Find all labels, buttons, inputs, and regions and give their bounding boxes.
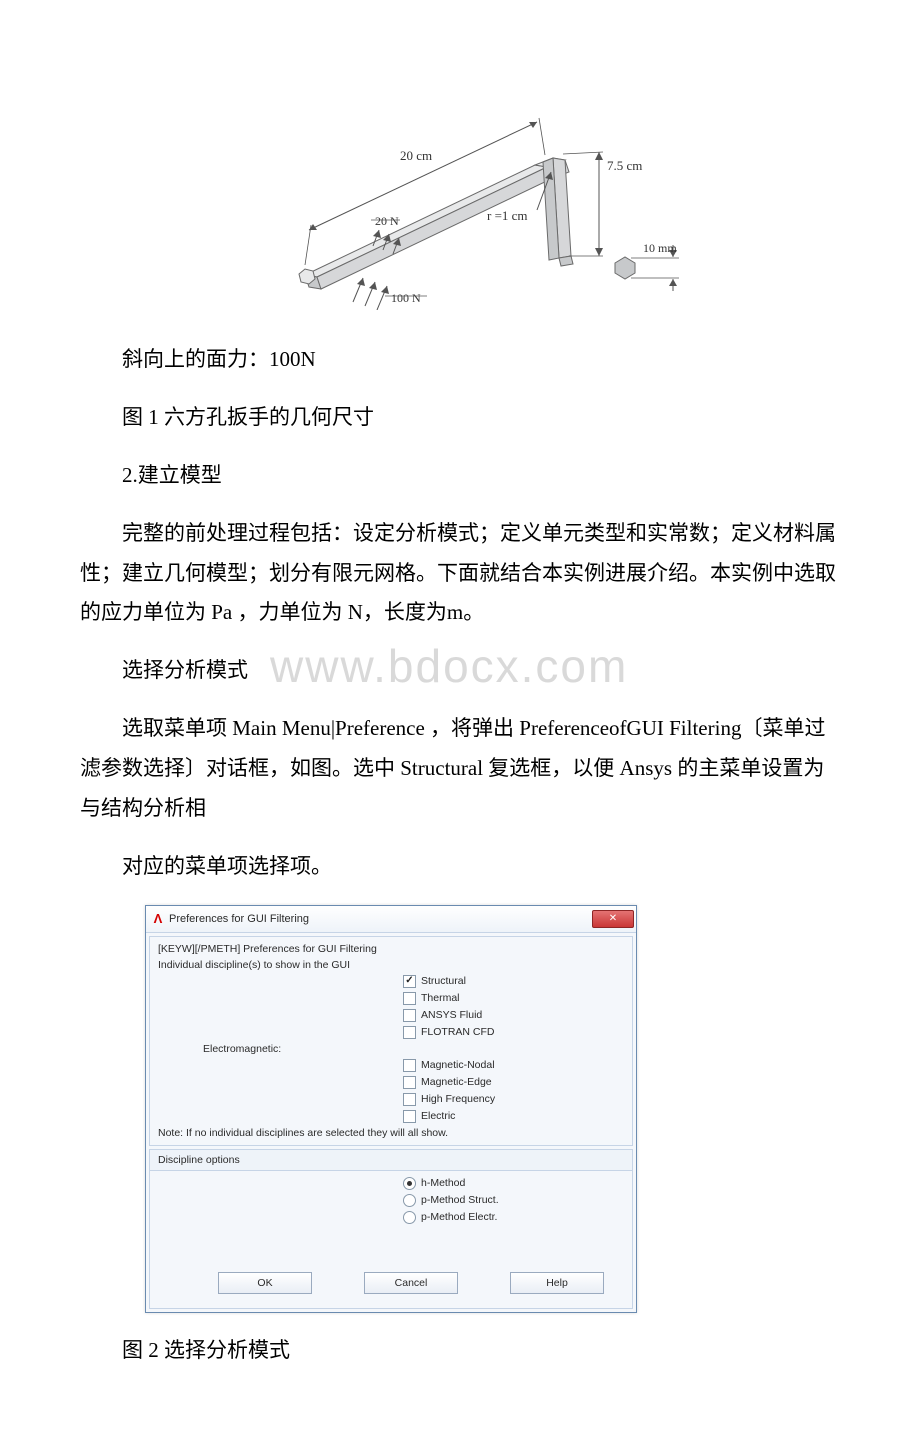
dim-radius: r =1 cm xyxy=(487,208,528,223)
checkbox-structural[interactable]: ✓ Structural xyxy=(158,973,624,990)
dialog-title: Preferences for GUI Filtering xyxy=(169,913,309,925)
checkbox-electric[interactable]: Electric xyxy=(158,1108,624,1125)
force-20n: 20 N xyxy=(375,214,399,228)
help-button[interactable]: Help xyxy=(510,1272,604,1294)
dialog-subtitle-1: [KEYW][/PMETH] Preferences for GUI Filte… xyxy=(158,941,624,957)
cancel-button[interactable]: Cancel xyxy=(364,1272,458,1294)
dim-horizontal: 20 cm xyxy=(400,148,432,163)
force-100n: 100 N xyxy=(391,291,421,305)
para-select-mode: 选择分析模式 xyxy=(80,651,840,691)
dialog-subtitle-2: Individual discipline(s) to show in the … xyxy=(158,957,624,973)
para-intro: 完整的前处理过程包括：设定分析模式；定义单元类型和实常数；定义材料属性；建立几何… xyxy=(80,514,840,634)
dialog-titlebar: Λ Preferences for GUI Filtering ✕ xyxy=(146,906,636,933)
em-header: Electromagnetic: xyxy=(158,1041,624,1057)
ok-button[interactable]: OK xyxy=(218,1272,312,1294)
dim-hex-thickness: 10 mm xyxy=(643,241,677,255)
discipline-options-header: Discipline options xyxy=(150,1150,632,1171)
app-icon: Λ xyxy=(152,913,164,925)
radio-p-method-electr[interactable]: p-Method Electr. xyxy=(158,1209,624,1226)
para-menu-path: 选取菜单项 Main Menu|Preference ，将弹出 Preferen… xyxy=(80,709,840,829)
checkbox-flotran-cfd[interactable]: FLOTRAN CFD xyxy=(158,1024,624,1041)
checkbox-ansys-fluid[interactable]: ANSYS Fluid xyxy=(158,1007,624,1024)
dim-vertical: 7.5 cm xyxy=(607,158,642,173)
radio-p-method-struct[interactable]: p-Method Struct. xyxy=(158,1192,624,1209)
close-icon: ✕ xyxy=(609,914,617,924)
checkbox-magnetic-nodal[interactable]: Magnetic-Nodal xyxy=(158,1057,624,1074)
radio-h-method[interactable]: h-Method xyxy=(158,1175,624,1192)
section-2-heading: 2.建立模型 xyxy=(80,456,840,496)
checkbox-thermal[interactable]: Thermal xyxy=(158,990,624,1007)
checkbox-high-frequency[interactable]: High Frequency xyxy=(158,1091,624,1108)
dialog-note: Note: If no individual disciplines are s… xyxy=(158,1125,624,1141)
figure-1-caption: 图 1 六方孔扳手的几何尺寸 xyxy=(80,398,840,438)
figure-2-caption: 图 2 选择分析模式 xyxy=(80,1331,840,1371)
para-force: 斜向上的面力：100N xyxy=(80,340,840,380)
para-menu-cont: 对应的菜单项选择项。 xyxy=(80,847,840,887)
figure-1-diagram: 20 cm 7.5 cm r =1 cm 20 N xyxy=(80,80,840,315)
figure-2-dialog: Λ Preferences for GUI Filtering ✕ [KEYW]… xyxy=(145,905,840,1313)
checkbox-magnetic-edge[interactable]: Magnetic-Edge xyxy=(158,1074,624,1091)
close-button[interactable]: ✕ xyxy=(592,910,634,928)
